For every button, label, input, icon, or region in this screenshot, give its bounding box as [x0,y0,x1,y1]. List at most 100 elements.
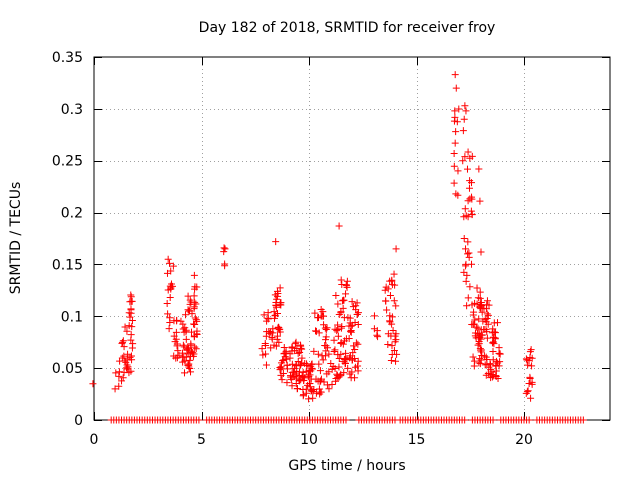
data-point [470,320,478,328]
data-point [337,339,345,347]
data-point [280,343,288,351]
data-point [273,332,281,340]
data-point [324,344,332,352]
data-point [479,317,487,325]
data-point [350,342,358,350]
data-point [485,301,493,309]
data-point [384,340,392,348]
data-point [474,294,482,302]
data-point [310,386,318,394]
data-point [338,323,346,331]
data-point [468,193,476,201]
data-point [483,334,491,342]
data-point [389,327,397,335]
data-point [492,367,500,375]
data-point [260,311,268,319]
data-point [290,368,298,376]
data-point [89,380,97,388]
data-point [311,309,319,317]
data-point [473,284,481,292]
data-point [341,359,349,367]
tick-labels: 0 0.05 0.1 0.15 0.2 0.25 0.3 0.35 0 5 10 15 20 [52,50,533,448]
data-point [310,347,318,355]
data-point [127,291,135,299]
data-point [390,297,398,305]
data-point [522,389,530,397]
data-point [314,314,322,322]
data-point [370,325,378,333]
data-point [303,381,311,389]
data-point [469,353,477,361]
data-point [258,345,266,353]
data-point [354,340,362,348]
data-point [393,350,401,358]
data-point [464,250,472,258]
data-point [340,296,348,304]
data-point [460,268,468,276]
data-point [525,380,533,388]
data-point [464,148,472,156]
data-point [294,357,302,365]
plot-frame [93,56,611,421]
data-point [475,165,483,173]
data-point [264,309,272,317]
data-point [524,361,532,369]
data-point [464,197,472,205]
data-point [271,312,279,320]
data-point [122,364,130,372]
data-point [473,300,481,308]
data-point [275,324,283,332]
x-tick-label: 0 [90,432,99,448]
data-point [387,357,395,365]
data-point [315,385,323,393]
data-point [327,360,335,368]
data-point [484,320,492,328]
data-point [317,377,325,385]
data-point [174,347,182,355]
data-point [475,330,483,338]
data-point [476,360,484,368]
data-point [469,311,477,319]
data-point [192,300,200,308]
data-point [163,269,171,277]
data-points [89,71,587,424]
data-point [330,336,338,344]
data-point [334,300,342,308]
data-point [184,292,192,300]
data-point [484,370,492,378]
data-point [489,356,497,364]
data-point [127,309,135,317]
data-point [188,328,196,336]
data-point [392,302,400,310]
data-point [296,348,304,356]
data-point [277,299,285,307]
data-point [388,320,396,328]
data-point [128,344,136,352]
zero-point [525,416,533,424]
data-point [328,365,336,373]
data-point [467,207,475,215]
data-point [494,319,502,327]
data-point [450,179,458,187]
data-point [275,338,283,346]
data-point [302,385,310,393]
data-point [370,312,378,320]
data-point [282,349,290,357]
data-point [172,335,180,343]
data-point [220,244,228,252]
data-point [179,341,187,349]
zero-point [195,416,203,424]
data-point [466,283,474,291]
data-point [484,311,492,319]
data-point [188,349,196,357]
data-point [280,356,288,364]
data-point [347,328,355,336]
data-point [312,327,320,335]
data-point [485,363,493,371]
data-point [334,321,342,329]
x-axis-label: GPS time / hours [288,458,405,474]
data-point [465,184,473,192]
data-point [118,377,126,385]
data-point [193,327,201,335]
